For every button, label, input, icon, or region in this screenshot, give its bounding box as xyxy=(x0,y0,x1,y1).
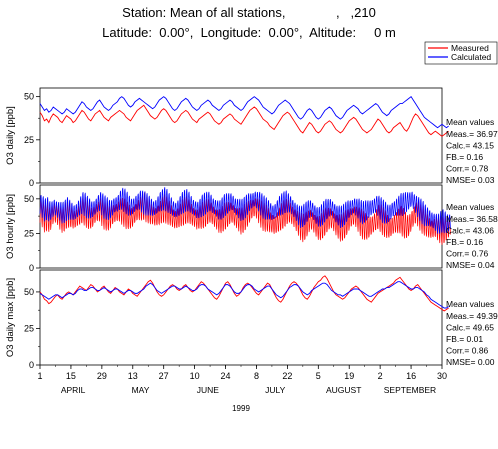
panel-frame xyxy=(39,269,443,366)
stats-line: Meas.= 49.39 xyxy=(446,311,498,321)
x-axis-label: 1999 xyxy=(232,404,250,413)
month-label: APRIL xyxy=(61,385,86,395)
y-tick-label: 50 xyxy=(24,92,34,102)
stats-line: Calc.= 43.15 xyxy=(446,141,494,151)
panel-3: 0 25 50 O3 daily max [ppb] Mean values Meas.=… xyxy=(5,269,498,370)
y-axis-label: O3 daily [ppb] xyxy=(5,106,16,165)
month-label: JUNE xyxy=(197,385,220,395)
x-tick-label: 24 xyxy=(221,371,231,381)
month-label: SEPTEMBER xyxy=(384,385,436,395)
y-tick-label: 25 xyxy=(24,228,34,238)
x-tick-label: 2 xyxy=(378,371,383,381)
series-line-calculated xyxy=(39,281,449,309)
stats-line: Corr.= 0.76 xyxy=(446,249,489,259)
stats-title: Mean values xyxy=(446,202,494,212)
stats-title: Mean values xyxy=(446,299,494,309)
y-axis-label: O3 hourly [ppb] xyxy=(5,194,16,259)
stats-line: FB.= 0.16 xyxy=(446,237,483,247)
x-tick-label: 16 xyxy=(406,371,416,381)
stats-line: Corr.= 0.78 xyxy=(446,164,489,174)
stats-line: NMSE= 0.04 xyxy=(446,260,495,270)
month-label: MAY xyxy=(132,385,150,395)
x-tick-label: 5 xyxy=(316,371,321,381)
month-label: JULY xyxy=(265,385,285,395)
y-axis-label: O3 daily max [ppb] xyxy=(5,278,16,357)
legend-label-measured: Measured xyxy=(451,43,489,53)
x-tick-label: 30 xyxy=(437,371,447,381)
x-tick-label: 22 xyxy=(282,371,292,381)
stats-line: FB.= 0.01 xyxy=(446,334,483,344)
stats-line: NMSE= 0.00 xyxy=(446,357,495,367)
stats-line: Meas.= 36.58 xyxy=(446,214,498,224)
chart-panels: 0 25 50 O3 daily [ppb] Mean values Meas.= 36.… xyxy=(5,87,498,370)
y-tick-label: 0 xyxy=(29,263,34,273)
stats-line: Calc.= 49.65 xyxy=(446,323,494,333)
x-tick-label: 13 xyxy=(128,371,138,381)
x-tick-label: 8 xyxy=(254,371,259,381)
panel-frame xyxy=(39,87,443,184)
series-line-calculated xyxy=(39,187,451,234)
series-line-measured xyxy=(39,104,449,137)
y-tick-label: 25 xyxy=(24,323,34,333)
stats-line: Calc.= 43.06 xyxy=(446,226,494,236)
x-tick-label: 29 xyxy=(97,371,107,381)
y-tick-label: 25 xyxy=(24,135,34,145)
stats-line: FB.= 0.16 xyxy=(446,152,483,162)
x-tick-label: 15 xyxy=(66,371,76,381)
x-tick-label: 1 xyxy=(37,371,42,381)
x-axis: 1 15 29 13 27 10 24 8 22 5 19 2 16 30 APRIL MAY JUNE JULY… xyxy=(37,365,447,413)
chart-title-station: Station: Mean of all stations, , ,210 xyxy=(122,5,376,20)
x-tick-label: 10 xyxy=(190,371,200,381)
chart-subtitle-coordinates: Latitude: 0.00°, Longitude: 0.00°, Altit… xyxy=(102,25,396,40)
series-line-calculated xyxy=(39,95,449,129)
y-tick-label: 50 xyxy=(24,287,34,297)
legend-label-calculated: Calculated xyxy=(451,52,491,62)
stats-title: Mean values xyxy=(446,117,494,127)
y-tick-label: 0 xyxy=(29,178,34,188)
stats-line: NMSE= 0.03 xyxy=(446,175,495,185)
stats-line: Meas.= 36.97 xyxy=(446,129,498,139)
series-line-measured xyxy=(39,191,451,245)
x-tick-label: 19 xyxy=(344,371,354,381)
panel-1: 0 25 50 O3 daily [ppb] Mean values Meas.= 36.… xyxy=(5,87,498,188)
series-line-measured xyxy=(39,275,449,312)
stats-line: Corr.= 0.86 xyxy=(446,346,489,356)
x-tick-label: 27 xyxy=(159,371,169,381)
month-label: AUGUST xyxy=(326,385,361,395)
y-tick-label: 50 xyxy=(24,194,34,204)
panel-2: 0 25 50 O3 hourly [ppb] Mean values Meas.= 36… xyxy=(5,184,498,273)
y-tick-label: 0 xyxy=(29,360,34,370)
